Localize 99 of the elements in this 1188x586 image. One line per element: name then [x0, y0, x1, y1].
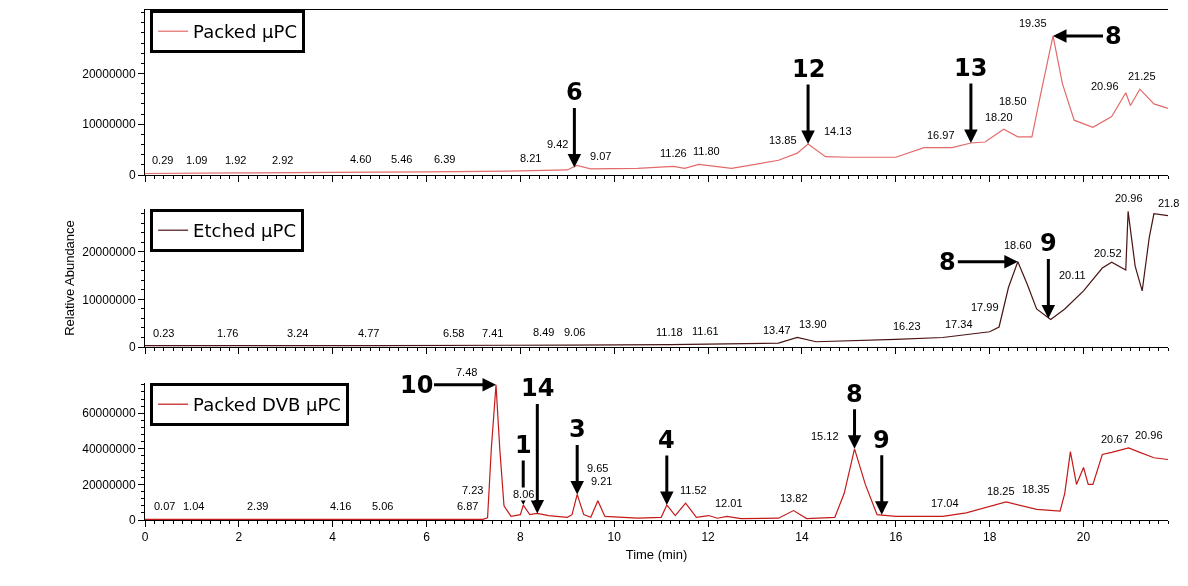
x-tick-label: 2 — [235, 530, 243, 545]
annotation: 5.46 — [391, 153, 413, 165]
annotation: 4.77 — [358, 327, 380, 339]
annotation: 9.06 — [564, 326, 586, 338]
y-tick-label: 0 — [128, 513, 136, 528]
annotation: 17.34 — [945, 318, 973, 330]
x-axis-title: Time (min) — [625, 547, 688, 562]
annotation: 15.12 — [811, 430, 839, 442]
annotation: 11.52 — [680, 484, 707, 496]
annotation: 7.41 — [482, 327, 504, 339]
annotation: 9.07 — [590, 150, 612, 162]
annotation: 1.04 — [183, 500, 205, 512]
y-tick-label: 10000000 — [82, 117, 136, 132]
annotation: 6.58 — [443, 327, 465, 339]
annotation: 6 — [566, 78, 583, 106]
annotation: 18.50 — [999, 95, 1027, 107]
annotation: 1.76 — [217, 327, 239, 339]
annotation: 7.48 — [456, 366, 478, 378]
x-tick-label: 8 — [517, 530, 525, 545]
annotation: 20.96 — [1115, 192, 1143, 204]
annotation: 8 — [846, 380, 863, 408]
legend-label: Packed DVB µPC — [193, 394, 341, 416]
annotation: 17.99 — [971, 301, 999, 313]
annotation: 8.06 — [513, 488, 535, 500]
annotation: 12.01 — [715, 497, 743, 509]
annotation: 13.82 — [780, 492, 808, 504]
annotation: 20.52 — [1094, 247, 1122, 259]
annotation: 1 — [515, 431, 532, 459]
annotation: 0.23 — [153, 327, 175, 339]
annotation: 13.47 — [763, 324, 791, 336]
annotation: 5.06 — [372, 500, 394, 512]
annotation: 11.80 — [693, 145, 720, 157]
x-tick-label: 16 — [889, 530, 903, 545]
annotation: 4 — [658, 426, 675, 454]
annotation: 20.96 — [1091, 80, 1119, 92]
annotation: 8 — [939, 248, 956, 276]
y-tick-label: 20000000 — [82, 245, 136, 260]
annotation: 18.60 — [1004, 239, 1032, 251]
annotation: 18.25 — [987, 485, 1015, 497]
annotation: 9 — [873, 426, 890, 454]
legend-label: Etched µPC — [193, 220, 296, 242]
x-tick-label: 18 — [983, 530, 997, 545]
annotation: 8.21 — [520, 152, 542, 164]
x-tick-label: 4 — [329, 530, 337, 545]
annotation: 1.92 — [225, 154, 247, 166]
x-tick-label: 10 — [607, 530, 622, 545]
annotation: 11.26 — [660, 147, 687, 159]
annotation: 2.92 — [272, 154, 294, 166]
annotation: 19.35 — [1019, 17, 1047, 29]
x-tick-label: 0 — [141, 530, 149, 545]
legend-label: Packed µPC — [193, 21, 297, 43]
y-tick-label: 0 — [128, 340, 136, 355]
annotation: 16.97 — [927, 129, 955, 141]
annotation: 11.18 — [656, 326, 683, 338]
x-tick-label: 12 — [701, 530, 716, 545]
annotation: 6.39 — [434, 153, 456, 165]
x-tick-label: 20 — [1076, 530, 1091, 545]
x-tick-label: 6 — [423, 530, 431, 545]
annotation: 6.87 — [457, 500, 479, 512]
annotation: 16.23 — [893, 320, 921, 332]
annotation: 11.61 — [692, 325, 719, 337]
annotation: 4.16 — [330, 500, 352, 512]
annotation: 9 — [1040, 229, 1057, 257]
y-tick-label: 0 — [128, 168, 136, 183]
annotation: 21.25 — [1128, 70, 1156, 82]
annotation: 9.42 — [547, 138, 569, 150]
y-tick-label: 60000000 — [82, 406, 136, 421]
annotation: 2.39 — [247, 500, 269, 512]
y-tick-label: 20000000 — [82, 66, 136, 81]
annotation: 10 — [400, 371, 434, 399]
annotation: 20.11 — [1059, 269, 1086, 281]
annotation: 8.49 — [533, 326, 555, 338]
y-tick-label: 10000000 — [82, 292, 136, 307]
annotation: 20.96 — [1135, 429, 1163, 441]
annotation: 18.35 — [1022, 483, 1050, 495]
annotation: 3 — [569, 415, 586, 443]
annotation: 9.21 — [591, 475, 613, 487]
annotation: 7.23 — [462, 484, 484, 496]
annotation: 21.8 — [1158, 197, 1180, 209]
annotation: 13.85 — [769, 134, 797, 146]
annotation: 9.65 — [587, 462, 609, 474]
annotation: 12 — [792, 55, 826, 83]
y-tick-label: 20000000 — [82, 477, 136, 492]
annotation: 17.04 — [931, 497, 959, 509]
annotation: 14.13 — [824, 125, 852, 137]
annotation: 14 — [521, 374, 555, 402]
annotation: 4.60 — [350, 153, 372, 165]
annotation: 3.24 — [287, 327, 309, 339]
y-tick-label: 40000000 — [82, 442, 136, 457]
annotation: 0.29 — [152, 154, 174, 166]
x-tick-label: 14 — [795, 530, 809, 545]
annotation: 13 — [954, 54, 988, 82]
annotation: 18.20 — [985, 111, 1013, 123]
annotation: 20.67 — [1101, 433, 1129, 445]
annotation: 1.09 — [186, 154, 208, 166]
y-axis-title: Relative Abundance — [62, 220, 78, 336]
annotation: 13.90 — [799, 318, 827, 330]
annotation: 0.07 — [154, 500, 176, 512]
annotation: 8 — [1105, 22, 1122, 50]
